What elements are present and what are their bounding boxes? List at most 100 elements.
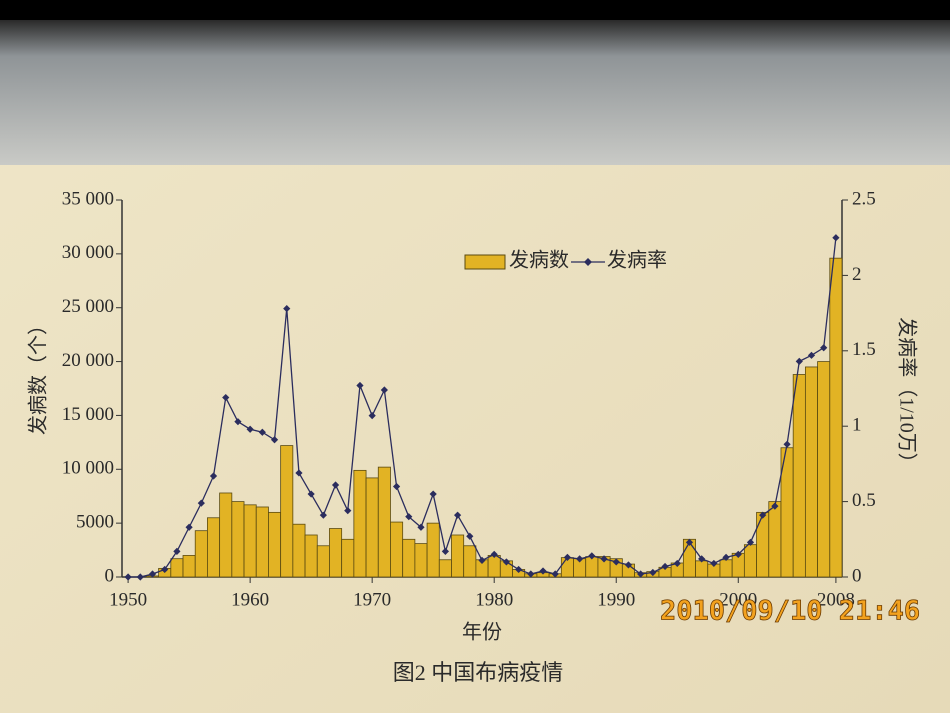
x-tick-label: 2008 (817, 589, 855, 610)
marker (539, 567, 547, 575)
y-tick-label: 30 000 (62, 242, 114, 263)
marker (710, 559, 718, 568)
marker (392, 482, 401, 491)
legend-label: 发病率 (607, 249, 667, 272)
legend-swatch (464, 254, 506, 270)
marker (576, 555, 584, 563)
bar (414, 543, 428, 578)
marker (698, 555, 706, 563)
marker (453, 511, 462, 519)
chart-title: 图2 中国布病疫情 (393, 660, 564, 685)
plot: 0 5000 10 000 15 000 20 000 25 000 30 000 35 00… (62, 188, 876, 610)
marker (661, 562, 669, 571)
bar (426, 522, 440, 578)
y-tick-label: 25 000 (62, 296, 114, 317)
marker (771, 502, 779, 510)
y-axis-label: 发病数（个） (27, 315, 50, 435)
marker (820, 344, 828, 352)
marker (649, 568, 657, 577)
bar (365, 477, 379, 578)
marker (405, 513, 413, 521)
marker (807, 351, 816, 359)
legend-marker (584, 258, 592, 266)
marker (295, 469, 303, 477)
y-tick-label: 10 000 (62, 458, 114, 479)
x-axis-label: 年份 (462, 621, 502, 644)
marker (795, 357, 803, 365)
marker (441, 547, 449, 555)
x-tick-label: 1960 (231, 589, 269, 610)
bar (487, 555, 501, 578)
y2-tick-label: 0.5 (852, 490, 876, 511)
marker (783, 440, 791, 448)
marker (722, 553, 730, 561)
marker (612, 558, 620, 566)
marker (161, 565, 169, 574)
marker (551, 570, 559, 578)
marker (673, 559, 681, 568)
marker (368, 412, 376, 420)
marker (588, 552, 596, 560)
bar (585, 556, 599, 578)
x-tick-label: 2000 (719, 589, 757, 610)
bar (329, 528, 343, 578)
marker (356, 381, 364, 390)
bar (231, 501, 245, 578)
marker (429, 490, 437, 498)
bar (829, 257, 843, 578)
x-tick-label: 1990 (597, 589, 635, 610)
bar (304, 534, 318, 578)
bar (768, 501, 782, 578)
bar (804, 366, 818, 578)
bar (743, 544, 757, 578)
legend-label: 发病数 (509, 249, 569, 272)
bar (402, 538, 416, 578)
x-tick-label: 1950 (109, 589, 147, 610)
marker (258, 428, 266, 436)
bar (756, 511, 770, 578)
marker (490, 550, 498, 558)
marker (466, 532, 474, 540)
marker (417, 523, 425, 531)
dark-edge (0, 0, 950, 20)
y-tick-label: 15 000 (62, 404, 114, 425)
timestamp: 2010/09/10 21:46 (660, 596, 920, 627)
marker (600, 555, 608, 563)
marker (734, 550, 742, 558)
marker (197, 499, 205, 507)
marker (319, 511, 327, 519)
marker (502, 558, 511, 566)
bar (255, 506, 269, 578)
y-tick-label: 5000 (76, 512, 114, 533)
bar (719, 559, 733, 578)
y2-tick-label: 1 (852, 415, 862, 436)
x-tick-label: 1970 (353, 589, 391, 610)
bar (341, 538, 355, 578)
marker (209, 472, 218, 480)
y2-tick-label: 1.5 (852, 339, 876, 360)
bar (792, 374, 806, 578)
marker (515, 565, 523, 574)
bar (268, 511, 282, 578)
bar (817, 361, 831, 578)
x-tick-label: 1980 (475, 589, 513, 610)
y2-tick-label: 2.5 (852, 188, 876, 209)
marker (246, 425, 254, 433)
bar (182, 555, 196, 578)
bar (463, 545, 477, 578)
marker (234, 418, 242, 426)
bar (292, 523, 306, 578)
marker (331, 481, 340, 489)
marker (222, 393, 230, 402)
marker (832, 234, 840, 242)
marker (563, 553, 572, 561)
bar (170, 558, 184, 578)
previous-page (0, 20, 950, 165)
marker (685, 538, 694, 546)
bar (219, 492, 233, 578)
marker (527, 570, 535, 578)
marker (307, 490, 315, 498)
y2-tick-label: 2 (852, 264, 862, 285)
marker (270, 436, 279, 444)
